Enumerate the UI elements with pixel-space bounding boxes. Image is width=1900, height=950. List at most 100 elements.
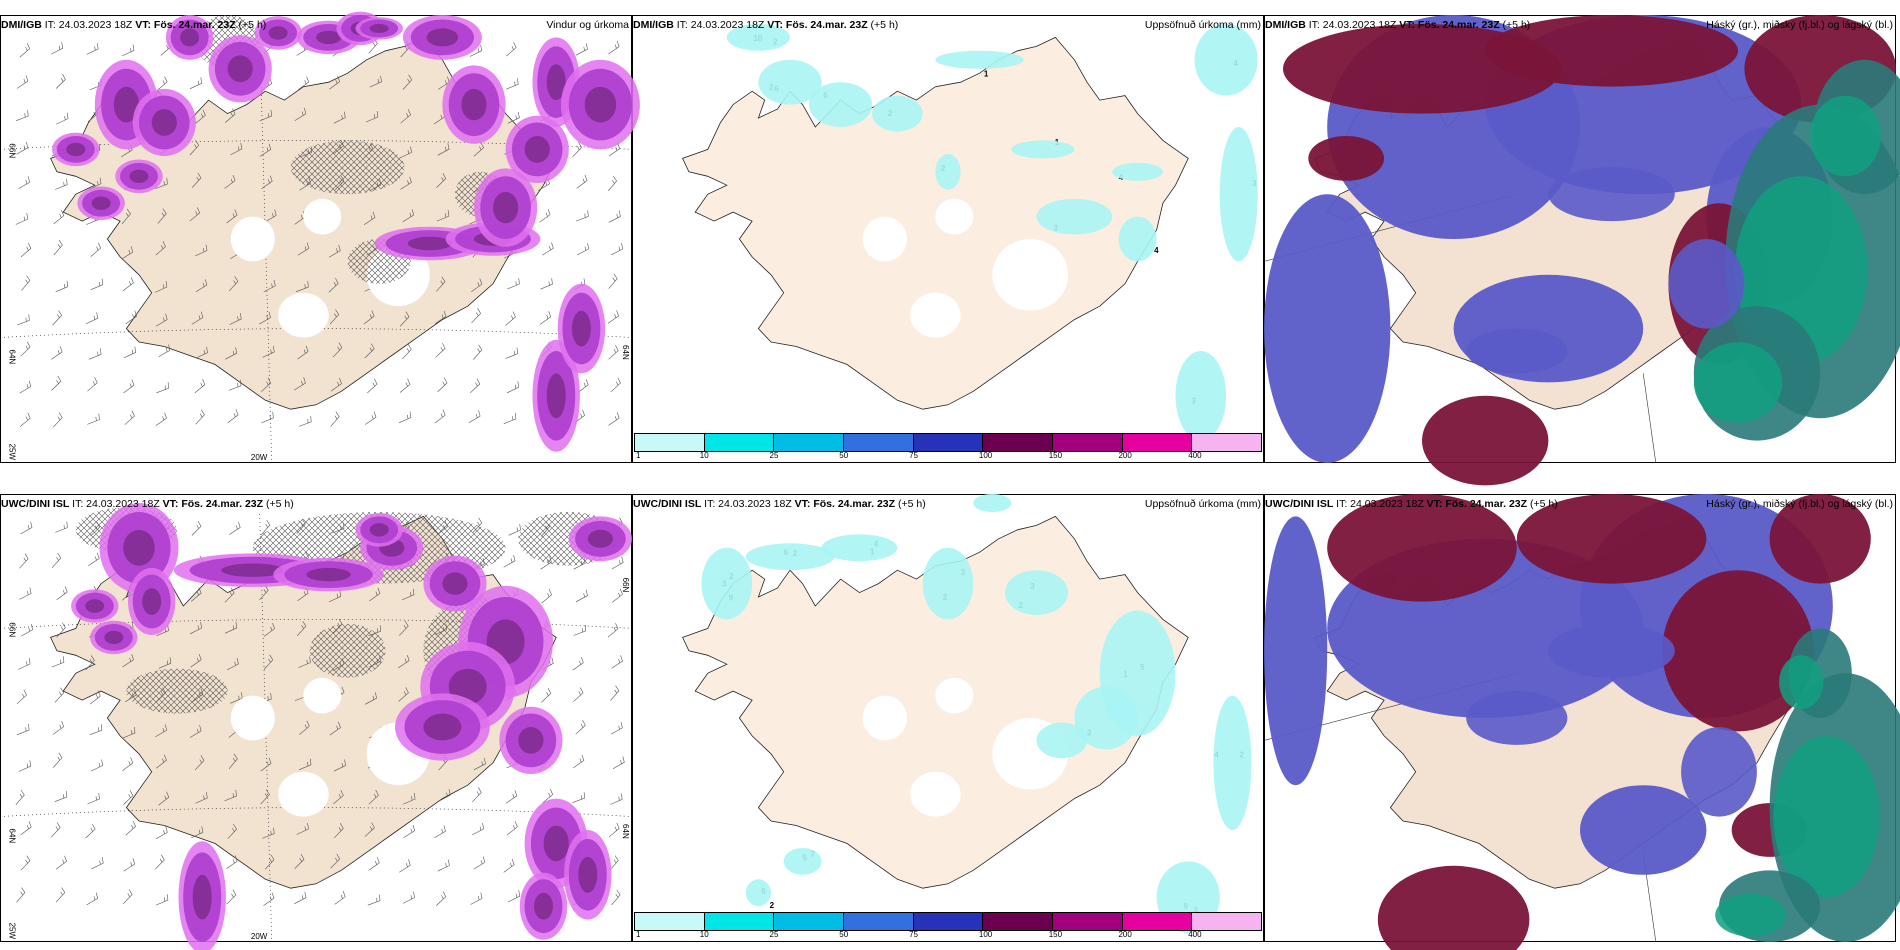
wind-barb [296, 620, 307, 637]
mid-cloud-area [1580, 785, 1707, 875]
accum-value-label: 4 [1154, 246, 1159, 255]
wind-barb [15, 789, 25, 805]
precip-core [316, 30, 342, 45]
colorbar-bottom-ticks: 1 10 25 50 75 100 150 200 400 [634, 930, 1262, 940]
wind-barb [608, 345, 619, 360]
high-cloud-area [1662, 570, 1814, 732]
wind-barb [89, 690, 101, 705]
precip-core [518, 727, 544, 754]
wind-barb [195, 109, 206, 124]
wind-barb [540, 278, 553, 290]
latitude-label-right: 64N [621, 824, 630, 839]
valid-time: Fös. 24.mar. 23Z [1415, 19, 1500, 31]
wind-barb [51, 822, 61, 838]
wind-barb [329, 721, 341, 736]
wind-barb [85, 823, 96, 839]
wind-barb [437, 859, 450, 872]
wind-barb [330, 411, 340, 427]
wind-barb [507, 278, 520, 290]
wind-barb [155, 724, 168, 738]
wind-barb [122, 654, 134, 668]
wind-barb [503, 554, 516, 568]
wind-barb [54, 687, 65, 703]
accum-precip-area [1118, 216, 1157, 262]
wind-barb [55, 74, 66, 89]
precip-core [587, 529, 614, 548]
glacier [278, 292, 329, 338]
wind-barb [19, 412, 31, 427]
wind-barb [294, 891, 307, 904]
wind-barb [296, 823, 309, 835]
wind-barb [157, 208, 167, 224]
init-time: IT: 24.03.2023 18Z [673, 19, 768, 31]
panel-title: Háský (gr.), miðský (fj.bl.) og lágský (… [1706, 19, 1893, 31]
wind-barb [260, 377, 272, 393]
accum-precip-area [1074, 686, 1138, 750]
latitude-label: 66N [7, 143, 16, 158]
wind-barb [85, 312, 99, 325]
glacier [935, 677, 974, 714]
hatched-area [309, 623, 386, 678]
wind-barb [190, 653, 202, 668]
lead-time: (+5 h) [263, 498, 294, 510]
wind-barb [607, 175, 617, 192]
wind-barb [51, 346, 63, 360]
wind-barb [576, 243, 590, 256]
wind-barb [16, 723, 30, 736]
wind-barb [470, 378, 481, 394]
wind-barb [90, 759, 104, 772]
colorbar-bottom-boxes [634, 912, 1262, 931]
wind-barb [611, 655, 623, 669]
accum-precip-area [726, 24, 791, 51]
precip-core [129, 169, 149, 183]
wind-barb [368, 857, 380, 871]
colorbar-swatch [774, 913, 845, 930]
colorbar-bottom: 1 10 25 50 75 100 150 200 400 [632, 912, 1264, 942]
panel-header: UWC/DINI ISL IT: 24.03.2023 18Z VT: Fös.… [633, 498, 1261, 512]
init-time: IT: 24.03.2023 18Z [1305, 19, 1400, 31]
precip-core [571, 310, 591, 347]
precip-core [493, 191, 519, 224]
precip-core [546, 373, 566, 419]
colorbar-tick-label: 1 [636, 930, 641, 939]
wind-barb [158, 657, 172, 669]
iceland-land [682, 36, 1189, 410]
wind-barb [610, 685, 620, 701]
wind-barb [473, 856, 486, 870]
wind-barb [155, 313, 168, 327]
valid-time-label: VT: [1399, 19, 1415, 31]
wind-barb [438, 789, 451, 802]
wind-barb [86, 892, 99, 906]
wind-barb [472, 822, 485, 836]
colorbar-tick-label: 100 [978, 930, 993, 939]
model-name: DMI/IGB [633, 19, 674, 31]
precip-core [104, 630, 124, 645]
accum-precip-area [745, 879, 772, 907]
wind-barb [539, 208, 551, 223]
panel-title: Uppsöfnuð úrkoma (mm) [1144, 19, 1261, 31]
colorbar-swatch [844, 913, 914, 930]
valid-time: Fös. 24.mar. 23Z [178, 498, 264, 510]
wind-barb [91, 857, 104, 870]
wind-barb [328, 278, 339, 293]
wind-barb [123, 346, 137, 359]
wind-barb [259, 109, 273, 122]
precip-core [524, 136, 550, 163]
wind-barb [189, 140, 200, 156]
wind-barb [542, 242, 554, 256]
accum-precip-area [1219, 127, 1258, 262]
wind-barb [610, 793, 623, 805]
wind-barb [158, 344, 171, 358]
wind-barb [55, 855, 67, 870]
wind-barb [122, 277, 134, 292]
wind-barb [55, 280, 69, 292]
wind-barb [295, 281, 309, 292]
panel-header-left: DMI/IGB IT: 24.03.2023 18Z VT: Fös. 24.m… [633, 19, 898, 33]
wind-barb [363, 211, 376, 226]
wind-barb [471, 278, 483, 293]
panel-header: UWC/DINI ISL IT: 24.03.2023 18Z VT: Fös.… [1265, 498, 1893, 512]
wind-barb [263, 622, 275, 637]
wind-barb [573, 687, 584, 702]
colorbar-swatch [983, 913, 1054, 930]
wind-barb [471, 308, 481, 324]
